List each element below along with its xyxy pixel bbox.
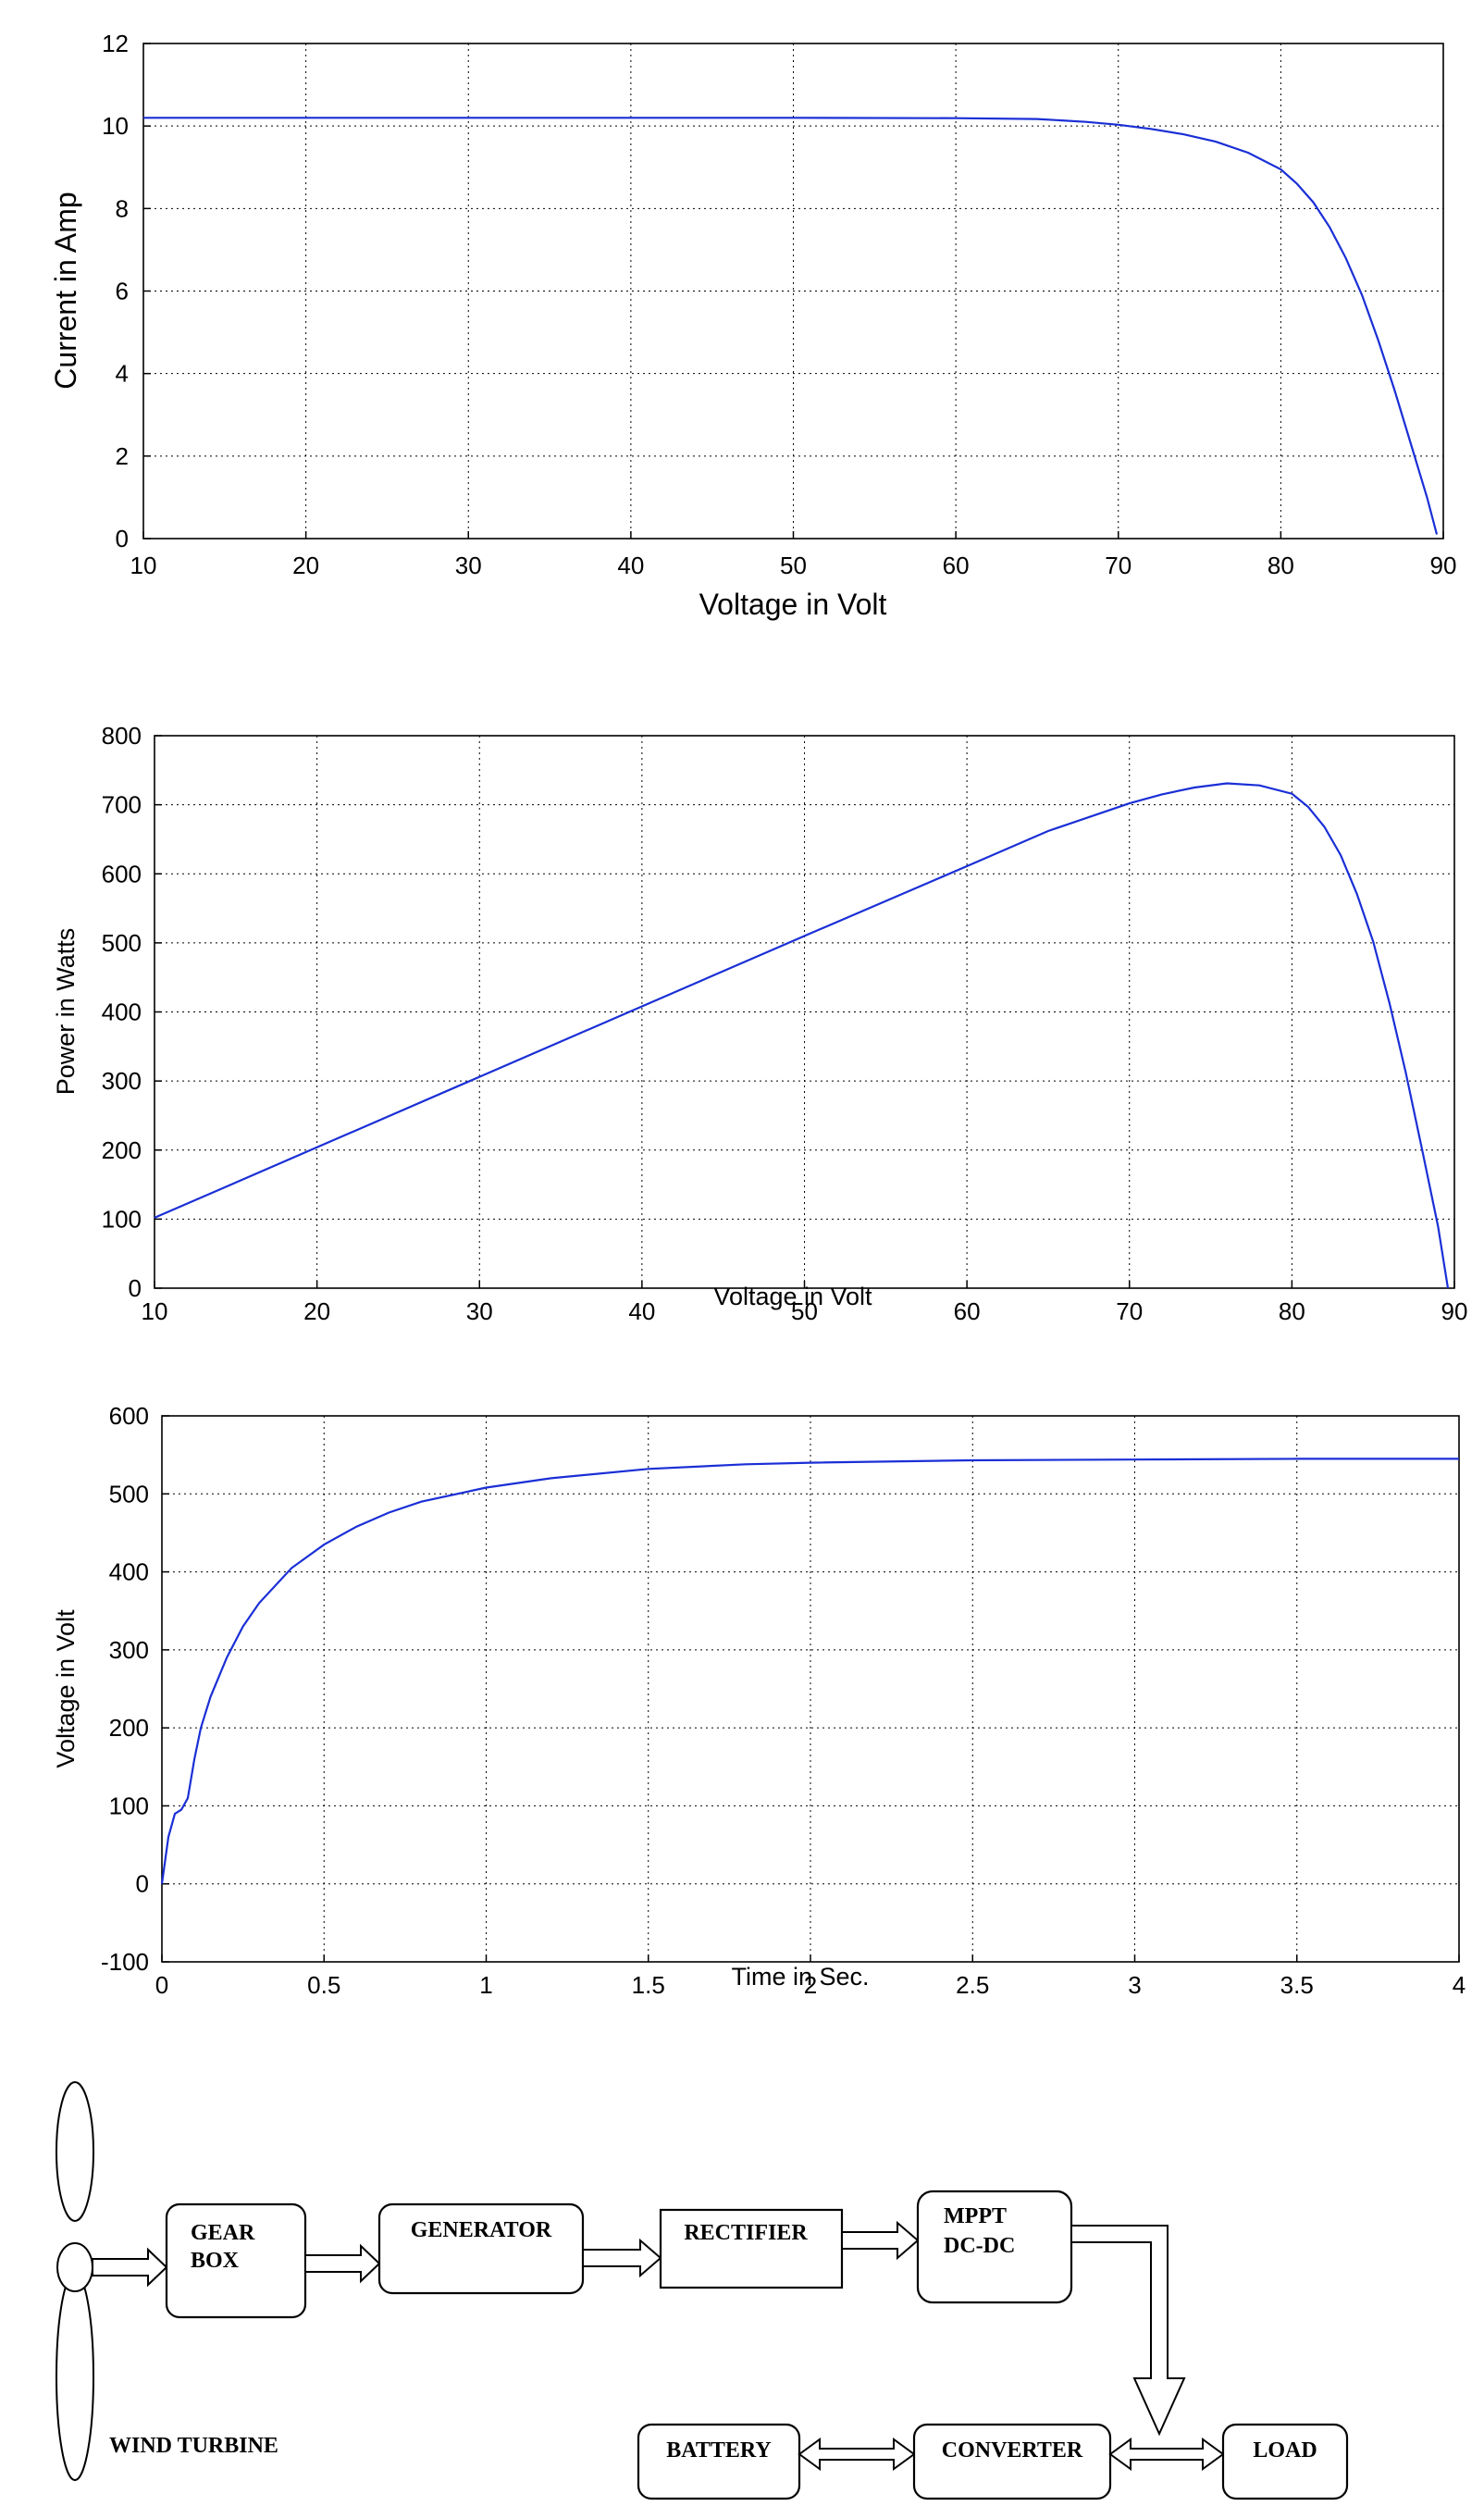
battery-label: BATTERY <box>666 2438 771 2463</box>
vt-y-axis-label: Voltage in Volt <box>52 1609 80 1768</box>
y-tick-label: 0 <box>129 1274 142 1302</box>
x-tick-label: 70 <box>1105 552 1132 579</box>
load-label: LOAD <box>1253 2438 1317 2463</box>
y-tick-label: 12 <box>102 30 129 57</box>
iv-x-axis-label: Voltage in Volt <box>699 588 887 621</box>
x-tick-label: 2 <box>804 1971 817 1999</box>
x-tick-label: 4 <box>1453 1971 1465 1999</box>
x-tick-label: 2.5 <box>956 1971 989 1999</box>
x-tick-label: 40 <box>628 1297 655 1325</box>
y-tick-label: 2 <box>116 442 129 470</box>
x-tick-label: 90 <box>1430 552 1457 579</box>
arrow-mppt-to-output <box>1070 2225 1186 2437</box>
y-tick-label: 600 <box>109 1402 149 1430</box>
converter-block <box>912 2423 1112 2500</box>
mppt-label-line1: MPPT <box>944 2204 1007 2228</box>
pv-chart-ticks: 10 20 30 40 50 60 70 80 90 0 100 200 300 400 500 600 700… <box>102 722 1468 1325</box>
y-tick-label: -100 <box>101 1948 149 1976</box>
arrow-rectifier-to-mppt <box>841 2220 920 2261</box>
vt-chart-svg: 0 0.5 1 1.5 2 2.5 3 3.5 4-1000100200300400500600… <box>52 1402 1465 1999</box>
pv-x-axis-label: Voltage in Volt <box>713 1283 872 1310</box>
y-tick-label: 0 <box>116 525 129 552</box>
y-tick-label: 100 <box>109 1792 149 1819</box>
x-tick-label: 70 <box>1116 1297 1143 1325</box>
x-tick-label: 60 <box>943 552 970 579</box>
x-tick-label: 90 <box>1441 1297 1468 1325</box>
pv-chart-grid <box>155 736 1454 1288</box>
x-tick-label: 80 <box>1268 552 1294 579</box>
mppt-block <box>916 2190 1073 2304</box>
iv-chart-grid <box>143 43 1443 539</box>
wind-turbine-label: WIND TURBINE <box>109 2434 278 2458</box>
y-tick-label: 600 <box>102 860 142 887</box>
iv-y-axis-label: Current in Amp <box>49 192 82 389</box>
arrow-converter-load <box>1108 2438 1225 2471</box>
wind-system-diagram: WIND TURBINE GEAR BOX GENERATOR RECTIFIE… <box>0 2064 1484 2506</box>
y-tick-label: 8 <box>116 194 129 222</box>
x-tick-label: 10 <box>130 552 157 579</box>
vt-chart: 0 0.5 1 1.5 2 2.5 3 3.5 4 -100 0 100 200 300 400 500 600… <box>0 1356 1484 2022</box>
y-tick-label: 400 <box>109 1558 149 1586</box>
generator-label: GENERATOR <box>411 2218 552 2242</box>
y-tick-label: 200 <box>109 1714 149 1742</box>
turbine-hub <box>56 2242 93 2292</box>
y-tick-label: 500 <box>109 1480 149 1507</box>
vt-curve-line <box>160 1458 1459 1884</box>
y-tick-label: 10 <box>102 112 129 140</box>
x-tick-label: 3 <box>1128 1971 1141 1999</box>
turbine-blade-bottom <box>56 2272 94 2481</box>
vt-x-axis-label: Time in Sec. <box>731 1963 869 1991</box>
pv-chart: 10 20 30 40 50 60 70 80 90 0 100 200 300 400 500 600 700… <box>0 680 1484 1328</box>
rectifier-block <box>659 2208 844 2289</box>
x-tick-label: 20 <box>303 1297 330 1325</box>
x-tick-label: 3.5 <box>1280 1971 1314 1999</box>
mppt-label-line2: DC-DC <box>944 2234 1015 2258</box>
arrow-turbine-to-gearbox <box>92 2247 168 2288</box>
y-tick-label: 400 <box>102 999 142 1026</box>
y-tick-label: 500 <box>102 929 142 957</box>
y-tick-label: 700 <box>102 791 142 819</box>
x-tick-label: 80 <box>1279 1297 1305 1325</box>
battery-block <box>637 2423 801 2500</box>
x-tick-label: 40 <box>617 552 644 579</box>
x-tick-label: 50 <box>791 1297 818 1325</box>
load-block <box>1221 2423 1349 2500</box>
vt-chart-grid <box>162 1416 1459 1962</box>
iv-chart: 10 20 30 40 50 60 70 80 90 0 2 4 6 8 10 12 Voltage in V… <box>0 0 1484 648</box>
x-tick-label: 1 <box>479 1971 492 1999</box>
turbine-blade-top <box>56 2081 94 2222</box>
y-tick-label: 6 <box>116 278 129 305</box>
wind-system-diagram-svg: WIND TURBINE GEAR BOX GENERATOR RECTIFIE… <box>56 2081 1349 2500</box>
x-tick-label: 0 <box>155 1971 168 1999</box>
gearbox-label-line1: GEAR <box>191 2221 255 2245</box>
converter-label: CONVERTER <box>942 2438 1083 2463</box>
y-tick-label: 0 <box>136 1870 149 1898</box>
x-tick-label: 1.5 <box>632 1971 665 1999</box>
y-tick-label: 300 <box>109 1636 149 1664</box>
y-tick-label: 200 <box>102 1136 142 1164</box>
y-tick-label: 4 <box>116 360 129 388</box>
x-tick-label: 20 <box>292 552 319 579</box>
x-tick-label: 0.5 <box>307 1971 340 1999</box>
y-tick-label: 800 <box>102 722 142 750</box>
arrow-battery-converter <box>798 2438 916 2471</box>
x-tick-label: 30 <box>466 1297 493 1325</box>
gearbox-label-line2: BOX <box>191 2249 240 2273</box>
rectifier-label: RECTIFIER <box>684 2221 808 2245</box>
pv-curve-line <box>154 782 1450 1289</box>
iv-chart-ticks: 10 20 30 40 50 60 70 80 90 0 2 4 6 8 10 12 <box>102 30 1456 579</box>
x-tick-label: 10 <box>142 1297 168 1325</box>
x-tick-label: 30 <box>455 552 482 579</box>
y-tick-label: 100 <box>102 1205 142 1233</box>
y-tick-label: 300 <box>102 1067 142 1095</box>
x-tick-label: 60 <box>954 1297 981 1325</box>
iv-chart-svg: 10 20 30 40 50 60 70 80 90 0 2 4 6 8 10 12 Voltage in V… <box>49 30 1456 621</box>
pv-chart-svg: 10 20 30 40 50 60 70 80 90 0 100 200 300 400 500 600 700… <box>52 722 1468 1325</box>
arrow-generator-to-rectifier <box>582 2238 662 2278</box>
pv-y-axis-label: Power in Watts <box>52 928 80 1096</box>
x-tick-label: 50 <box>780 552 807 579</box>
arrow-gearbox-to-generator <box>304 2243 381 2284</box>
iv-curve-line <box>143 117 1439 535</box>
